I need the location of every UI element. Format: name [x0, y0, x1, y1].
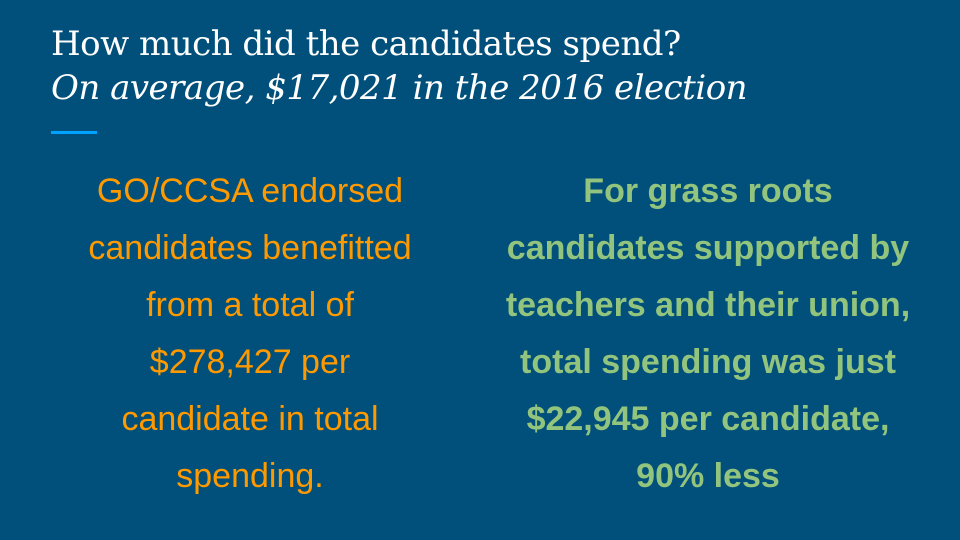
slide-title-block: How much did the candidates spend? On av…	[51, 22, 931, 110]
right-text-line: 90% less	[636, 457, 780, 495]
left-text-line: from a total of	[146, 286, 354, 324]
left-text-line: candidates benefitted	[88, 229, 412, 267]
right-text-line: candidates supported by	[506, 229, 910, 267]
slide-subtitle: On average, $17,021 in the 2016 election	[51, 68, 748, 108]
right-text-line: teachers and their union,	[505, 286, 911, 324]
right-text-line: $22,945 per candidate,	[526, 400, 890, 438]
left-text-line: spending.	[176, 457, 324, 495]
left-text-line: GO/CCSA endorsed	[96, 172, 404, 210]
right-text-line: For grass roots	[583, 172, 833, 210]
right-text-column: For grass roots candidates supported by …	[478, 163, 938, 505]
right-text-line: total spending was just	[520, 343, 896, 381]
title-accent-rule	[51, 131, 97, 134]
left-text-line: candidate in total	[121, 400, 379, 438]
left-text-column: GO/CCSA endorsed candidates benefitted f…	[40, 163, 460, 505]
slide-title: How much did the candidates spend?	[51, 24, 681, 64]
left-text-line: $278,427 per	[149, 343, 351, 381]
